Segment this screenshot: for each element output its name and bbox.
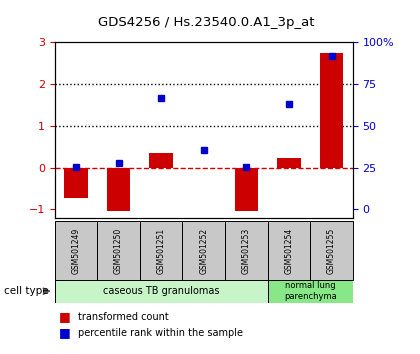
Text: GSM501255: GSM501255: [327, 227, 336, 274]
Text: GSM501252: GSM501252: [199, 227, 208, 274]
Bar: [277, 159, 301, 168]
Text: ■: ■: [59, 326, 71, 339]
Bar: [140, 221, 182, 280]
Bar: [225, 221, 268, 280]
Bar: [150, 153, 173, 168]
Text: ■: ■: [59, 310, 71, 323]
Text: GSM501253: GSM501253: [242, 227, 251, 274]
Bar: [97, 221, 140, 280]
Bar: [107, 168, 130, 211]
Text: GSM501251: GSM501251: [157, 227, 165, 274]
Text: caseous TB granulomas: caseous TB granulomas: [103, 286, 219, 296]
Text: percentile rank within the sample: percentile rank within the sample: [78, 328, 243, 338]
Text: GDS4256 / Hs.23540.0.A1_3p_at: GDS4256 / Hs.23540.0.A1_3p_at: [97, 16, 314, 29]
Bar: [320, 53, 343, 168]
Text: transformed count: transformed count: [78, 312, 168, 322]
Bar: [268, 280, 353, 303]
Bar: [64, 168, 88, 198]
Bar: [268, 221, 310, 280]
Text: normal lung
parenchyma: normal lung parenchyma: [284, 281, 336, 301]
Bar: [182, 221, 225, 280]
Bar: [235, 168, 258, 211]
Text: GSM501250: GSM501250: [114, 227, 123, 274]
Text: cell type: cell type: [4, 286, 49, 296]
Bar: [55, 221, 97, 280]
Text: GSM501254: GSM501254: [284, 227, 294, 274]
Bar: [55, 280, 268, 303]
Bar: [192, 168, 215, 169]
Bar: [310, 221, 353, 280]
Text: GSM501249: GSM501249: [71, 227, 80, 274]
